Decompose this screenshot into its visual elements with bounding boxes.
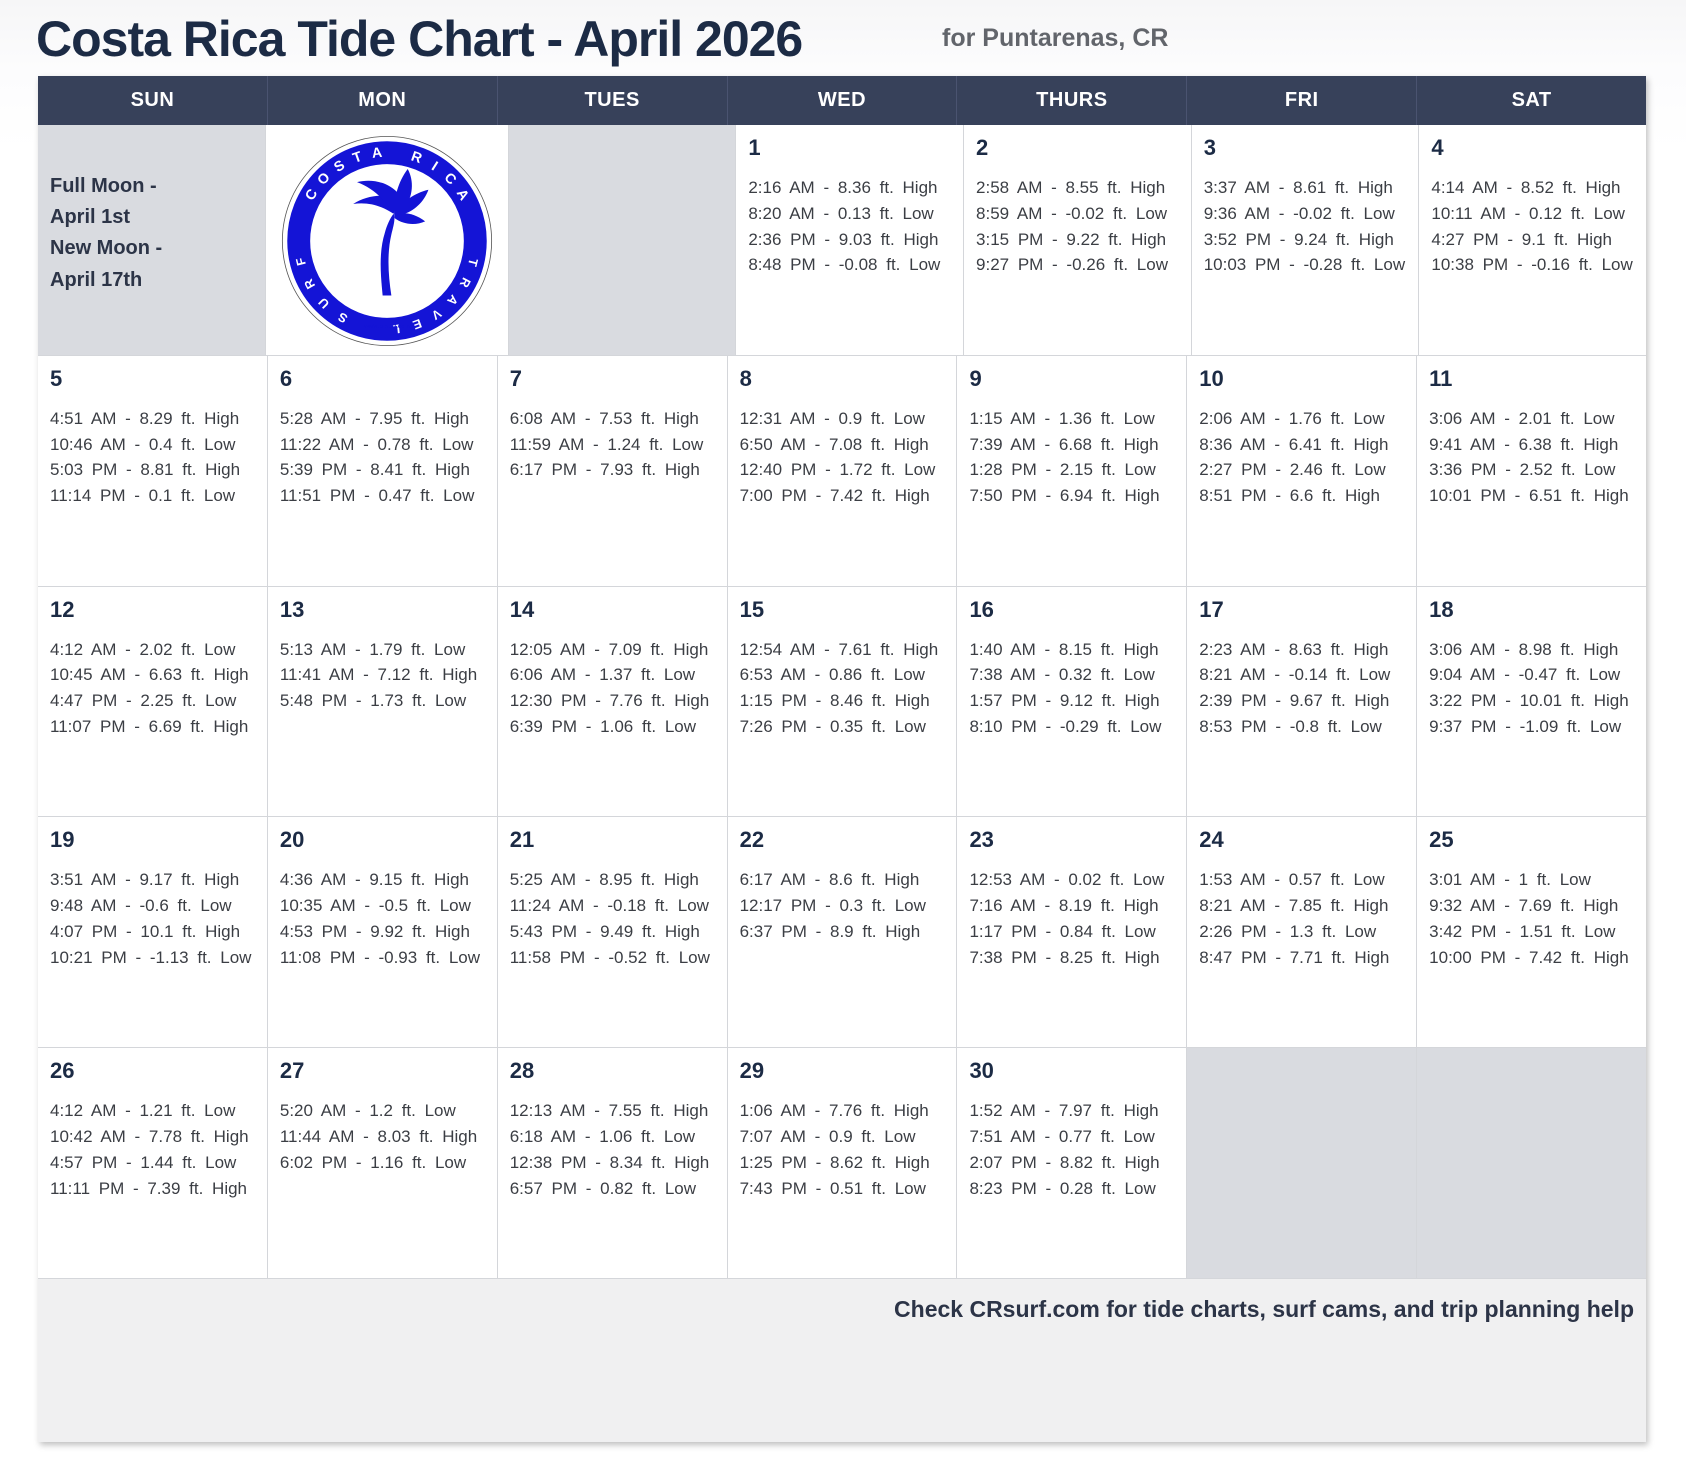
svg-text:www.crsurf.com: www.crsurf.com xyxy=(363,324,410,330)
svg-text:A: A xyxy=(371,145,383,162)
